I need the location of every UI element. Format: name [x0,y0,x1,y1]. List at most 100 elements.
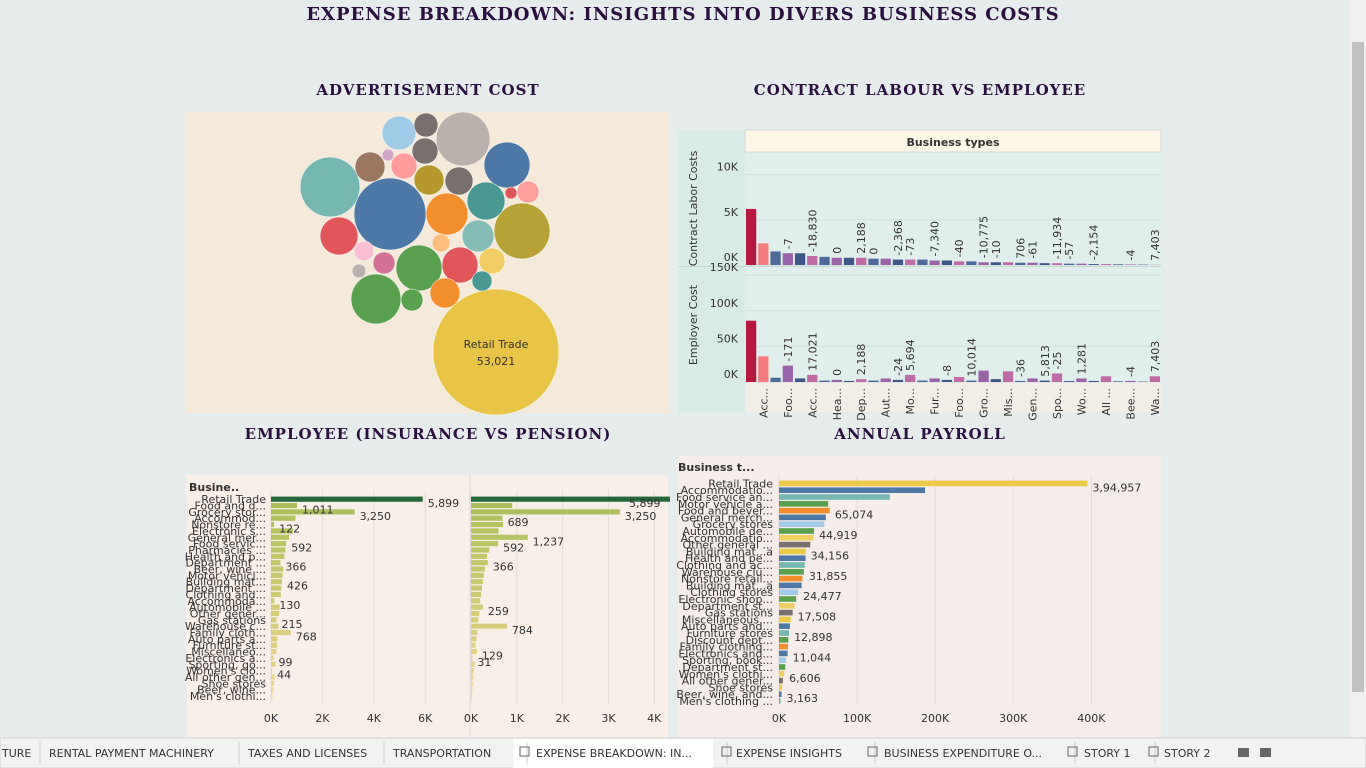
bar-annotation: 10,014 [965,338,978,377]
tab-icon [1067,746,1078,757]
bar [779,569,804,575]
row-label: Retail Trade [201,493,266,506]
bar [978,262,989,265]
nav-icon[interactable] [1260,748,1271,757]
tab-label[interactable]: RENTAL PAYMENT MACHINERY [49,747,214,760]
bar [770,377,781,382]
bar [779,684,783,691]
x-tick-label: Gen... [1027,388,1040,421]
bar [779,677,783,684]
bar [779,562,805,568]
x-tick-label: Mis... [1002,388,1015,417]
value-label: 5,899 [629,497,661,510]
bubble [493,202,551,260]
bar [471,661,475,667]
bar [271,515,296,521]
bar [831,379,842,382]
row-label: Pharmacies ... [188,544,266,557]
bar [471,617,479,623]
bar [1100,376,1112,382]
bar [880,258,891,265]
x-tick-label: 400K [1077,712,1106,725]
tab-label[interactable]: TURE [1,747,31,760]
tab-label[interactable]: EXPENSE BREAKDOWN: IN... [536,747,692,760]
row-label: Shoe stores [201,677,266,690]
bubble [441,246,479,284]
row-label: Health and p... [185,550,266,563]
row-label: Motor vehicle a... [678,498,773,511]
bar [271,649,277,655]
tab-label[interactable]: TAXES AND LICENSES [247,747,367,760]
bar-annotation: -2,154 [1088,225,1101,260]
row-label: Food and bever... [678,505,773,518]
row-label: Furniture st... [193,639,266,652]
bubble [350,273,402,325]
bar [941,260,953,265]
bubble [444,166,474,196]
bar [1015,262,1026,265]
bar [1027,262,1038,265]
bar [271,680,275,686]
bar [1076,378,1087,382]
bar-annotation: -10,775 [978,216,991,258]
bar-annotation: -24 [892,358,905,376]
row-label: Food servic... [193,538,266,551]
nav-icon[interactable] [1238,748,1249,757]
bar [917,380,928,382]
tab-label[interactable]: BUSINESS EXPENDITURE O... [884,747,1042,760]
row-label: Electronics a... [185,652,266,665]
bar [471,642,476,648]
x-tick-label: 6K [418,712,433,725]
bar [471,534,528,540]
bubble [299,156,361,218]
bar [1015,380,1026,382]
x-tick-label: Foo... [782,388,795,418]
bar [779,650,788,657]
bar [271,528,293,534]
tab-label[interactable]: TRANSPORTATION [392,747,491,760]
bar [779,480,1088,487]
x-tick-label: 200K [921,712,950,725]
tab-label[interactable]: EXPENSE INSIGHTS [736,747,842,760]
x-tick-label: Fur... [929,388,942,415]
bubble [319,216,359,256]
chart-title: ANNUAL PAYROLL [834,425,1006,443]
tab-label[interactable]: STORY 1 [1084,747,1131,760]
value-label: 44 [277,669,291,682]
tab-icon [721,746,732,757]
bar [794,378,806,382]
bar [779,575,803,582]
value-label: 215 [282,618,303,631]
bubble [432,288,560,416]
x-tick-label: Spo... [1051,388,1064,419]
bubble-value: 53,021 [477,355,516,368]
scroll-thumb[interactable] [1352,42,1364,692]
value-label: 1,011 [302,504,334,517]
row-label: Other general ... [682,539,773,552]
bubble [390,152,418,180]
bar [807,374,818,382]
bubble [483,141,531,189]
tab-label[interactable]: STORY 2 [1164,747,1211,760]
payroll-panel [678,456,1161,738]
y-tick-label: 150K [710,261,739,274]
bubble [461,219,495,253]
tab-icon [1148,746,1159,757]
value-label: 366 [285,561,306,574]
bar [471,553,488,559]
bar [271,502,297,509]
row-label: Sporting, go... [188,658,266,671]
header: Business types [906,136,1000,149]
row-label: Women's clo... [186,665,266,678]
bar [819,380,830,382]
value-label: 592 [291,542,312,555]
x-tick-label: 4K [647,712,662,725]
bar [779,643,788,650]
x-tick-label: Gro... [978,388,991,418]
bar-annotation: -171 [782,337,795,362]
bar [1125,380,1136,382]
bar [1064,263,1075,265]
bar [745,320,757,382]
value-label: 3,250 [625,510,657,523]
